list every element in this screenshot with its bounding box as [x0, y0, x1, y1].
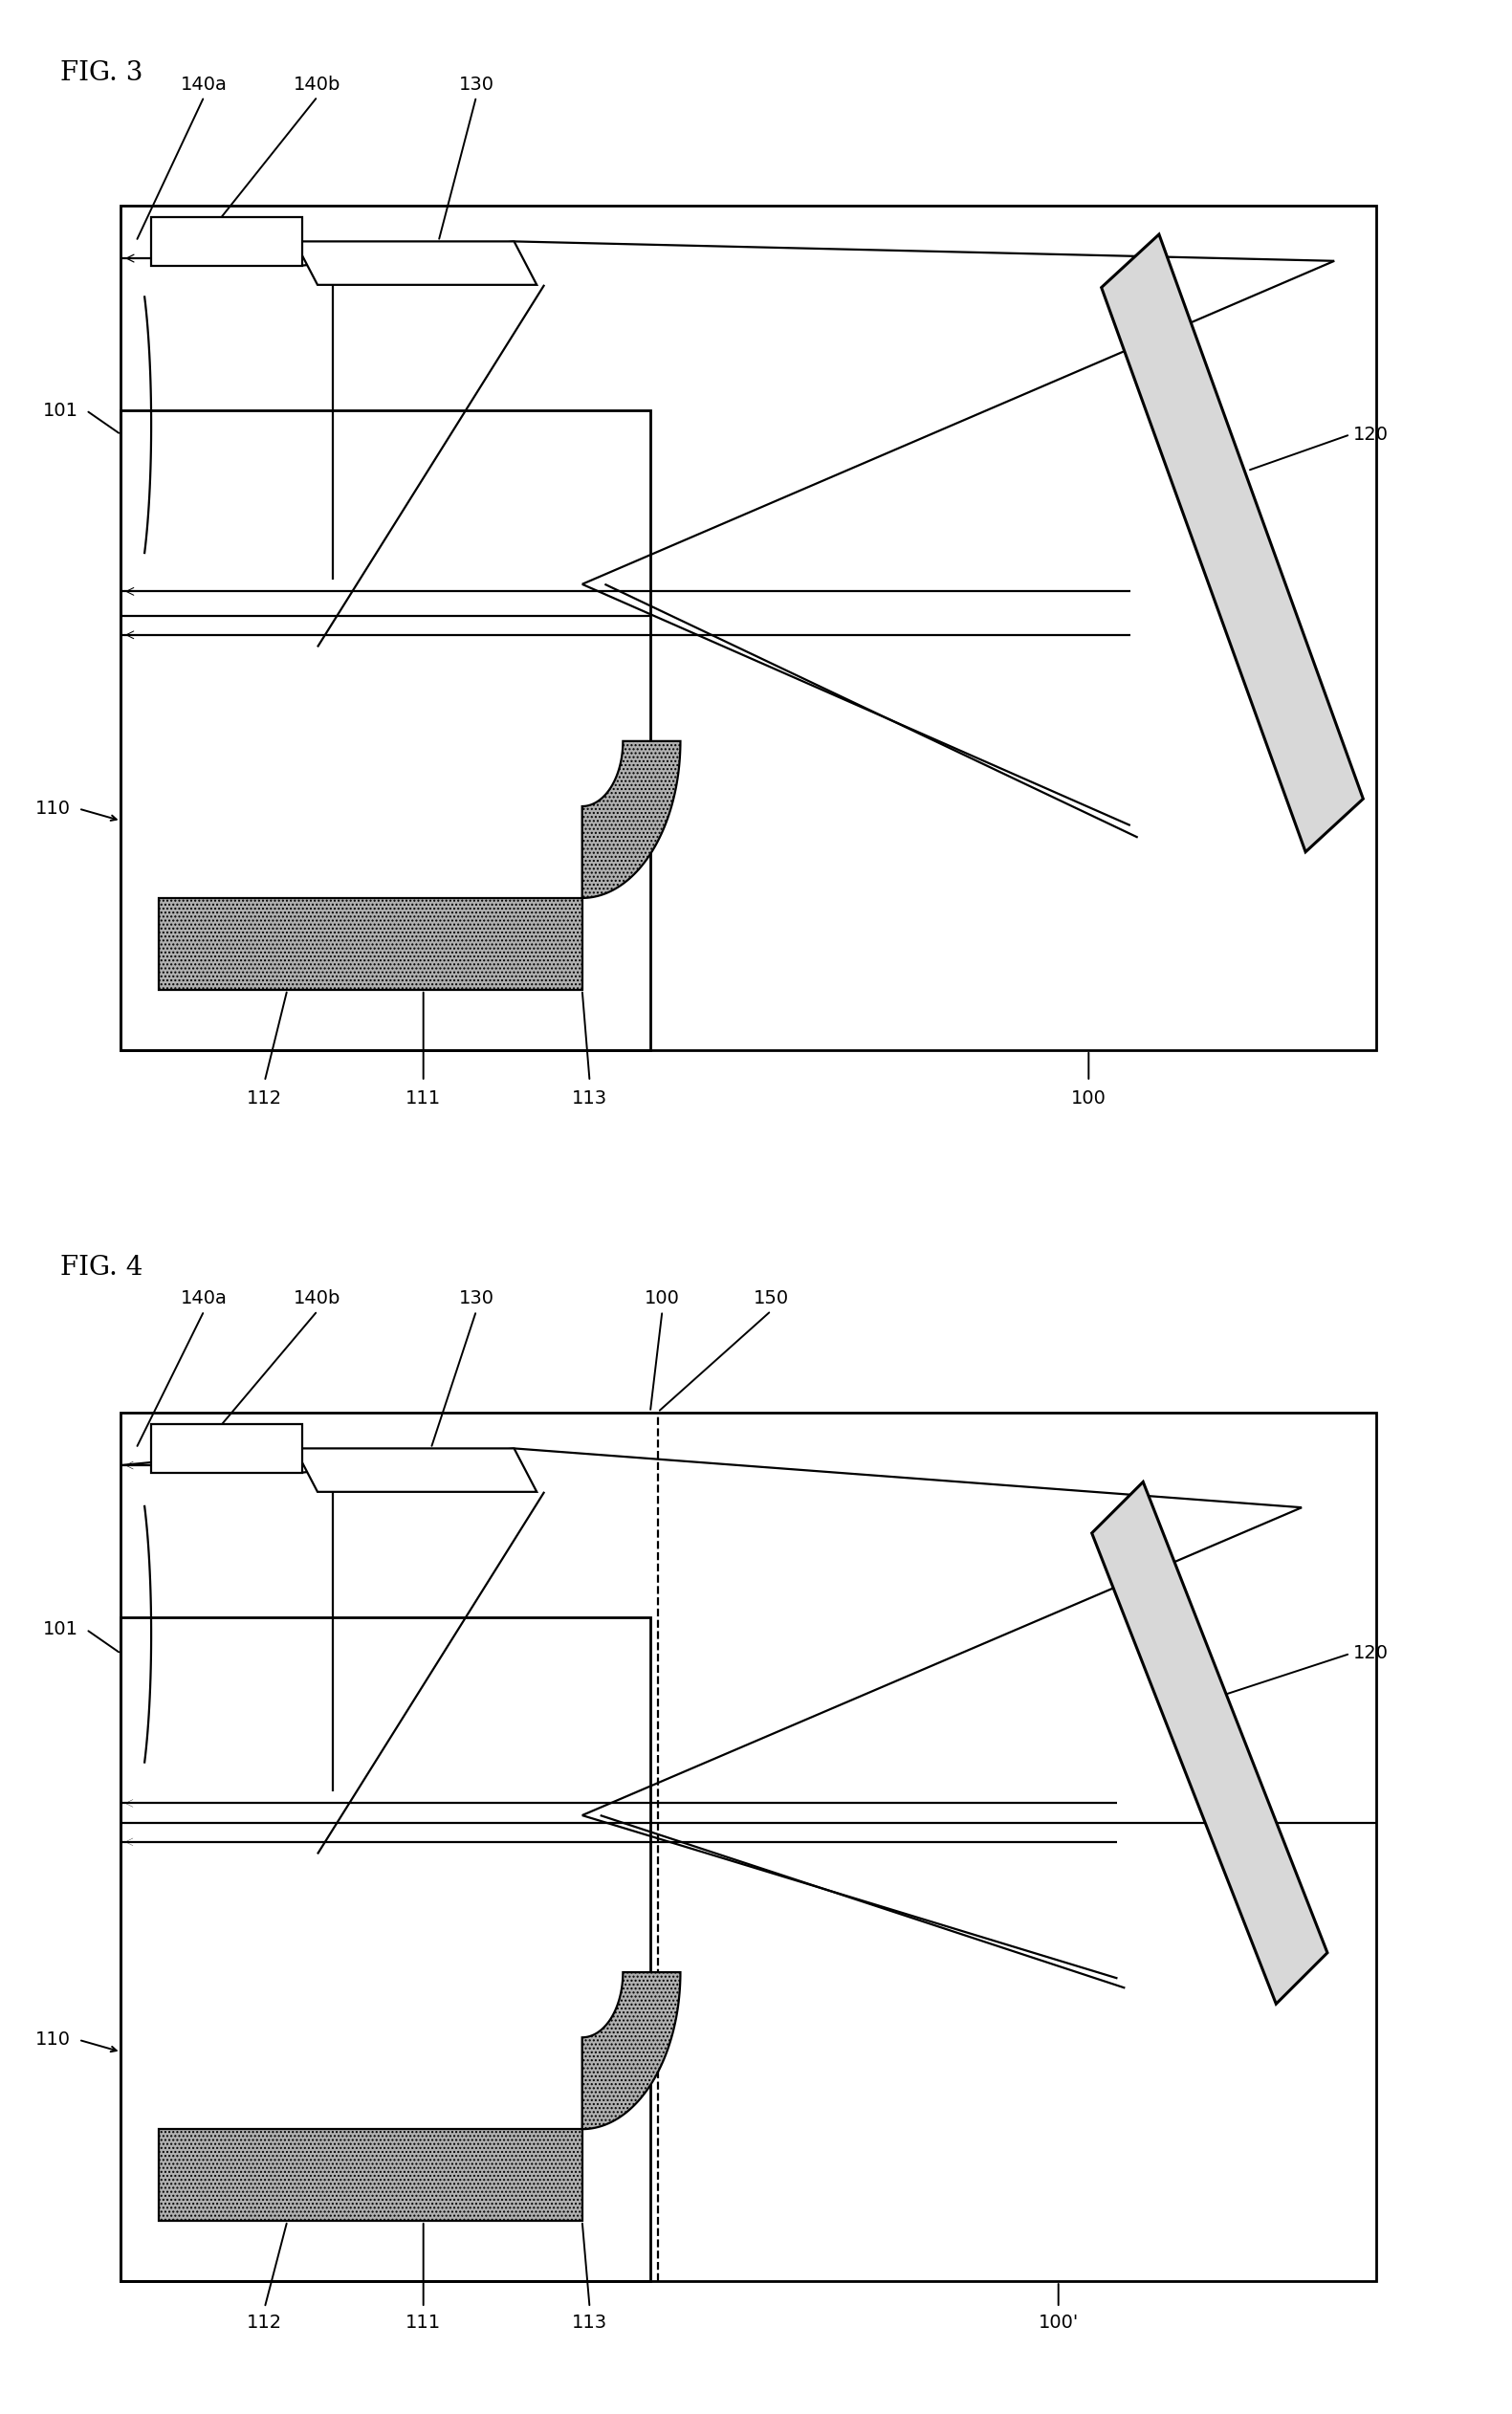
Polygon shape [151, 1424, 302, 1473]
Text: 140b: 140b [293, 1289, 342, 1308]
Text: 101: 101 [42, 1620, 79, 1639]
Text: 100: 100 [644, 1289, 680, 1308]
Text: 120: 120 [1353, 1644, 1388, 1663]
Text: 110: 110 [35, 2030, 71, 2049]
Text: FIG. 3: FIG. 3 [60, 60, 144, 87]
Text: 101: 101 [42, 401, 79, 420]
Text: 112: 112 [246, 2313, 283, 2332]
Text: 111: 111 [405, 1089, 442, 1108]
Text: 140a: 140a [181, 1289, 227, 1308]
Text: 111: 111 [405, 2313, 442, 2332]
Text: 100': 100' [1039, 2313, 1078, 2332]
Polygon shape [295, 241, 537, 285]
Polygon shape [582, 741, 680, 898]
Polygon shape [1101, 234, 1364, 852]
Text: 110: 110 [35, 799, 71, 818]
Text: 130: 130 [458, 75, 494, 94]
Text: 112: 112 [246, 1089, 283, 1108]
Text: 120: 120 [1353, 425, 1388, 444]
Text: 150: 150 [753, 1289, 789, 1308]
Text: 113: 113 [572, 1089, 608, 1108]
Text: FIG. 4: FIG. 4 [60, 1255, 144, 1282]
Polygon shape [159, 2129, 582, 2221]
Text: 113: 113 [572, 2313, 608, 2332]
Text: 100: 100 [1070, 1089, 1107, 1108]
Polygon shape [151, 217, 302, 266]
Polygon shape [1092, 1482, 1328, 2004]
Polygon shape [295, 1448, 537, 1492]
Text: 130: 130 [458, 1289, 494, 1308]
Polygon shape [159, 898, 582, 990]
Text: 140b: 140b [293, 75, 342, 94]
Polygon shape [582, 1972, 680, 2129]
Text: 140a: 140a [181, 75, 227, 94]
